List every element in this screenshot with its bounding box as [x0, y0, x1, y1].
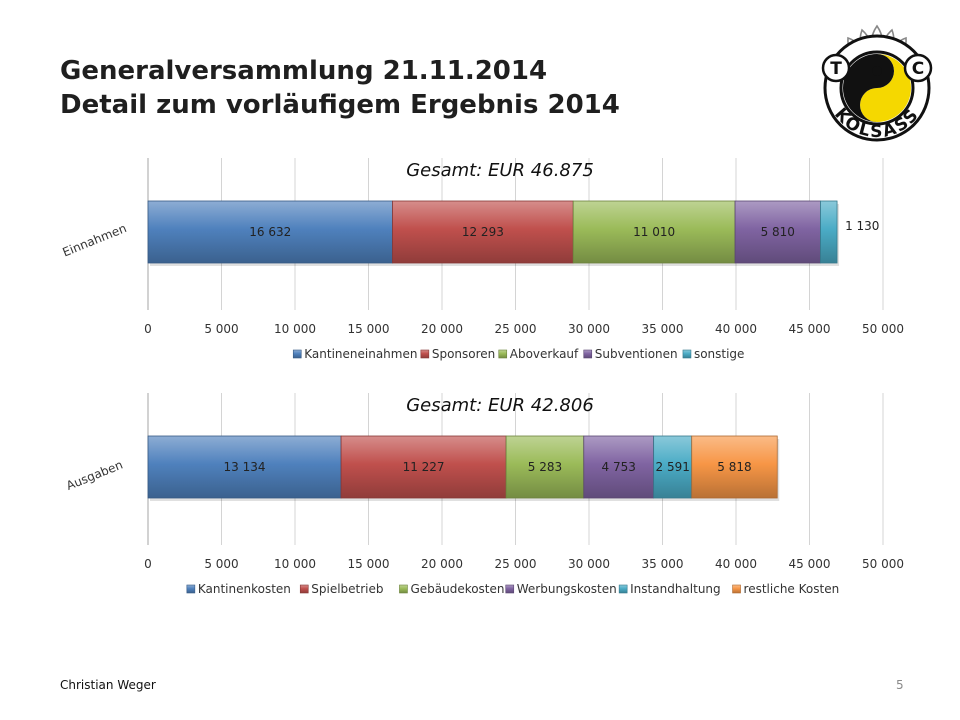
footer-author: Christian Weger [60, 678, 156, 692]
data-label: 1 130 [845, 219, 879, 233]
x-tick-label: 0 [144, 322, 152, 336]
logo-letter-t: T [830, 59, 842, 79]
legend-swatch [498, 349, 508, 359]
data-label: 5 283 [528, 460, 562, 474]
logo-letter-c: C [912, 59, 924, 79]
chart-einnahmen: 0 5 000 10 000 15 000 20 000 25 000 30 000 35 0… [60, 158, 904, 361]
data-label: 13 134 [224, 460, 266, 474]
chart-ausgaben: 0 5 000 10 000 15 000 20 000 25 000 30 000 35 0… [64, 393, 904, 596]
x-tick-label: 45 000 [789, 322, 831, 336]
category-label: Ausgaben [64, 458, 125, 493]
legend-label: Kantinenkosten [198, 582, 291, 596]
page-number: 5 [896, 678, 904, 692]
data-label: 2 591 [656, 460, 690, 474]
x-tick-label: 20 000 [421, 557, 463, 571]
x-tick-label: 35 000 [642, 557, 684, 571]
x-tick-label: 30 000 [568, 322, 610, 336]
legend-swatch [299, 584, 309, 594]
legend-label: Gebäudekosten [410, 582, 504, 596]
x-tick-label: 5 000 [204, 557, 238, 571]
x-tick-label: 15 000 [348, 322, 390, 336]
bar-segment [691, 435, 778, 499]
club-logo: T C KOLSASS [821, 24, 933, 142]
data-label: 11 010 [633, 225, 675, 239]
category-label: Einnahmen [60, 221, 128, 259]
bar-segment [147, 200, 393, 264]
x-tick-label: 40 000 [715, 557, 757, 571]
x-tick-label: 15 000 [348, 557, 390, 571]
legend-label: Kantineneinahmen [304, 347, 417, 361]
legend-label: restliche Kosten [744, 582, 840, 596]
bar-segment [820, 200, 838, 264]
x-tick-label: 30 000 [568, 557, 610, 571]
x-tick-label: 50 000 [862, 322, 904, 336]
bar-segment [392, 200, 574, 264]
legend-swatch [292, 349, 302, 359]
legend-label: Aboverkauf [510, 347, 579, 361]
x-tick-label: 0 [144, 557, 152, 571]
data-label: 5 810 [761, 225, 795, 239]
x-tick-label: 25 000 [495, 557, 537, 571]
legend-label: Werbungskosten [517, 582, 617, 596]
bar-segment [572, 200, 736, 264]
chart-title: Gesamt: EUR 42.806 [406, 395, 594, 416]
x-tick-label: 35 000 [642, 322, 684, 336]
x-tick-label: 10 000 [274, 557, 316, 571]
bar-segment [147, 435, 342, 499]
data-label: 11 227 [403, 460, 445, 474]
x-tick-label: 40 000 [715, 322, 757, 336]
legend-label: Instandhaltung [630, 582, 721, 596]
legend-swatch [618, 584, 628, 594]
bar-segment [340, 435, 507, 499]
legend-swatch [732, 584, 741, 594]
legend-swatch [682, 349, 692, 359]
data-label: 5 818 [717, 460, 751, 474]
x-tick-label: 20 000 [421, 322, 463, 336]
data-label: 12 293 [462, 225, 504, 239]
data-label: 16 632 [249, 225, 291, 239]
legend-label: Sponsoren [432, 347, 495, 361]
x-tick-label: 25 000 [495, 322, 537, 336]
x-tick-label: 5 000 [204, 322, 238, 336]
legend-label: Subventionen [595, 347, 678, 361]
legend-swatch [583, 349, 593, 359]
x-tick-label: 45 000 [789, 557, 831, 571]
legend-swatch [420, 349, 430, 359]
legend-swatch [505, 584, 515, 594]
slide-title-line-1: Generalversammlung 21.11.2014 [60, 56, 548, 86]
bar-segment [583, 435, 655, 499]
chart-title: Gesamt: EUR 46.875 [406, 160, 594, 181]
x-tick-label: 50 000 [862, 557, 904, 571]
bar-segment [505, 435, 585, 499]
bar-segment [734, 200, 821, 264]
legend-swatch [186, 584, 196, 594]
x-tick-label: 10 000 [274, 322, 316, 336]
data-label: 4 753 [602, 460, 636, 474]
legend-label: sonstige [694, 347, 745, 361]
legend-swatch [399, 584, 408, 594]
legend-label: Spielbetrieb [311, 582, 383, 596]
slide-title-line-2: Detail zum vorläufigem Ergebnis 2014 [60, 90, 620, 120]
